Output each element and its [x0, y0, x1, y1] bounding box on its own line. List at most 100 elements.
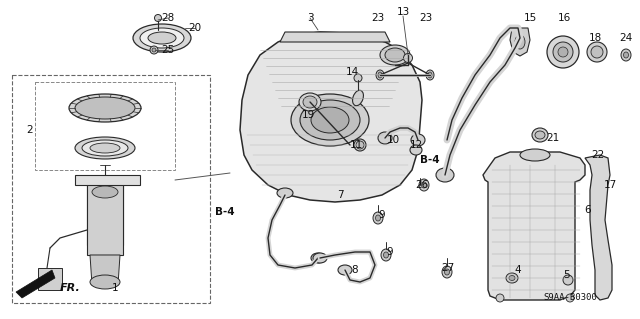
Ellipse shape [338, 265, 352, 275]
Polygon shape [483, 152, 585, 300]
Text: 9: 9 [379, 210, 385, 220]
Text: 19: 19 [301, 110, 315, 120]
Ellipse shape [378, 72, 382, 78]
Ellipse shape [436, 168, 454, 182]
Ellipse shape [92, 186, 118, 198]
Ellipse shape [299, 93, 321, 111]
Text: 4: 4 [515, 265, 522, 275]
Text: 12: 12 [410, 140, 422, 150]
Polygon shape [87, 185, 123, 255]
Text: 20: 20 [188, 23, 202, 33]
Ellipse shape [376, 215, 381, 221]
Polygon shape [16, 270, 55, 298]
Ellipse shape [419, 179, 429, 191]
Ellipse shape [509, 276, 515, 280]
Ellipse shape [376, 70, 384, 80]
Text: B-4: B-4 [420, 155, 440, 165]
Text: 24: 24 [620, 33, 632, 43]
Ellipse shape [90, 143, 120, 153]
Ellipse shape [82, 140, 128, 156]
Ellipse shape [591, 156, 601, 168]
Ellipse shape [373, 212, 383, 224]
Text: 2: 2 [27, 125, 33, 135]
Ellipse shape [303, 96, 317, 108]
Ellipse shape [403, 54, 413, 63]
Polygon shape [75, 175, 140, 245]
Ellipse shape [75, 97, 135, 119]
Ellipse shape [621, 49, 631, 61]
Ellipse shape [593, 159, 598, 165]
Ellipse shape [553, 42, 573, 62]
Ellipse shape [591, 46, 603, 58]
Ellipse shape [140, 28, 184, 48]
Text: 27: 27 [442, 263, 454, 273]
Ellipse shape [90, 275, 120, 289]
Ellipse shape [311, 253, 325, 263]
Ellipse shape [380, 45, 410, 65]
Text: 5: 5 [563, 270, 570, 280]
Text: 11: 11 [349, 140, 363, 150]
Ellipse shape [356, 141, 364, 149]
Ellipse shape [69, 94, 141, 122]
Text: 21: 21 [547, 133, 559, 143]
Ellipse shape [383, 252, 388, 258]
Ellipse shape [378, 132, 392, 144]
Ellipse shape [75, 137, 135, 159]
Polygon shape [38, 268, 62, 290]
Ellipse shape [587, 42, 607, 62]
Polygon shape [90, 255, 120, 285]
Ellipse shape [426, 70, 434, 80]
Ellipse shape [313, 253, 327, 263]
Text: 17: 17 [604, 180, 616, 190]
Ellipse shape [311, 107, 349, 133]
Text: 28: 28 [161, 13, 175, 23]
Text: S9AA-B0300: S9AA-B0300 [543, 293, 597, 302]
Ellipse shape [410, 145, 422, 155]
Polygon shape [510, 28, 530, 56]
Text: 25: 25 [161, 45, 175, 55]
Ellipse shape [445, 269, 449, 275]
Ellipse shape [623, 52, 628, 58]
Text: 9: 9 [387, 247, 394, 257]
Ellipse shape [442, 266, 452, 278]
Ellipse shape [496, 294, 504, 302]
Ellipse shape [535, 131, 545, 139]
Ellipse shape [353, 90, 364, 106]
Ellipse shape [291, 94, 369, 146]
Text: 8: 8 [352, 265, 358, 275]
Ellipse shape [277, 188, 293, 198]
Ellipse shape [515, 35, 525, 49]
Text: FR.: FR. [60, 283, 81, 293]
Text: 1: 1 [112, 283, 118, 293]
Ellipse shape [381, 249, 391, 261]
Text: 23: 23 [419, 13, 433, 23]
Ellipse shape [133, 24, 191, 52]
Text: 16: 16 [557, 13, 571, 23]
Ellipse shape [422, 182, 426, 188]
Text: 10: 10 [387, 135, 399, 145]
Text: 7: 7 [337, 190, 343, 200]
Ellipse shape [428, 72, 432, 78]
Ellipse shape [532, 128, 548, 142]
Ellipse shape [563, 275, 573, 285]
Ellipse shape [558, 47, 568, 57]
Text: 26: 26 [415, 180, 429, 190]
Ellipse shape [300, 100, 360, 140]
Text: B-4: B-4 [215, 207, 235, 217]
Ellipse shape [154, 14, 161, 21]
Text: 14: 14 [346, 67, 358, 77]
Ellipse shape [354, 139, 366, 151]
Ellipse shape [152, 48, 156, 52]
Ellipse shape [566, 294, 574, 302]
Text: 15: 15 [524, 13, 536, 23]
Text: 6: 6 [585, 205, 591, 215]
Ellipse shape [354, 74, 362, 82]
Ellipse shape [411, 134, 425, 146]
Text: 3: 3 [307, 13, 314, 23]
Text: 13: 13 [396, 7, 410, 17]
Polygon shape [240, 32, 422, 202]
Ellipse shape [148, 32, 176, 44]
Text: 23: 23 [371, 13, 385, 23]
Polygon shape [585, 155, 612, 300]
Polygon shape [280, 32, 390, 42]
